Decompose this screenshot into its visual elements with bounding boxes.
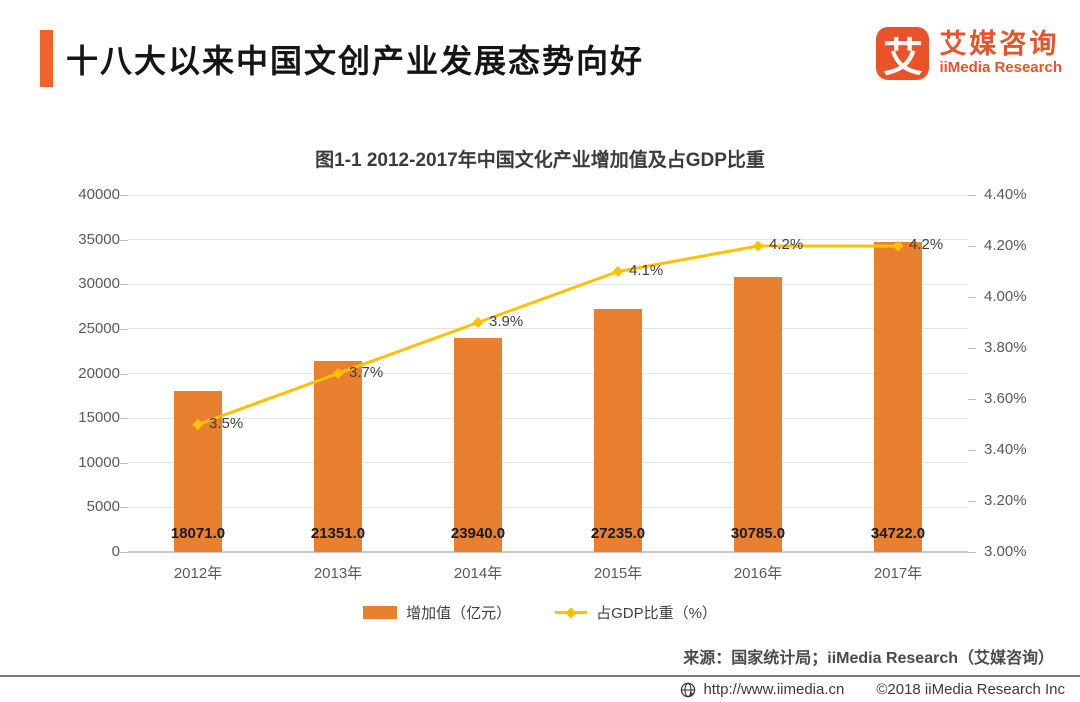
bar-value-label: 21351.0 xyxy=(310,525,366,542)
y-axis-tick xyxy=(120,462,128,464)
line-data-label: 3.7% xyxy=(349,363,384,381)
line-swatch-diamond-marker xyxy=(565,606,577,619)
line-diamond-marker xyxy=(332,368,344,379)
y-axis-tick-label: 25000 xyxy=(78,319,120,337)
y-axis-tick-label: 40000 xyxy=(78,186,120,203)
gridline xyxy=(128,283,968,285)
brand-logo-text: 艾媒咨询 iiMedia Research xyxy=(939,30,1062,76)
y2-axis-tick-label: 4.40% xyxy=(984,186,1027,203)
x-axis-line xyxy=(128,551,968,553)
y2-axis-tick xyxy=(968,297,976,298)
line-path xyxy=(197,244,898,426)
legend-item-line-series: 占GDP比重（%） xyxy=(555,602,717,623)
y-axis-tick-label: 10000 xyxy=(78,453,120,471)
y-axis-tick-label: 20000 xyxy=(78,364,120,382)
bar-series-swatch xyxy=(363,606,398,619)
bar-value-label: 18071.0 xyxy=(170,525,226,542)
line-diamond-marker xyxy=(752,240,764,252)
line-data-label: 4.2% xyxy=(769,236,804,253)
y-axis-tick xyxy=(120,507,128,509)
title-accent-bar xyxy=(40,30,53,87)
gridline xyxy=(128,373,968,374)
y2-axis-tick-label: 3.80% xyxy=(984,339,1027,356)
y-axis-tick xyxy=(120,284,128,286)
y-axis-tick-label: 0 xyxy=(111,543,120,560)
chart-legend: 增加值（亿元） 占GDP比重（%） xyxy=(0,602,1080,623)
y2-axis-tick-label: 3.20% xyxy=(984,492,1027,509)
y2-axis-tick xyxy=(968,246,976,247)
legend-label: 增加值（亿元） xyxy=(406,605,512,622)
gridline xyxy=(128,328,968,330)
y2-axis-tick-label: 3.40% xyxy=(984,441,1027,458)
data-source-note: 来源：国家统计局；iiMedia Research（艾媒咨询） xyxy=(683,650,1054,667)
gridline xyxy=(128,462,968,464)
x-axis-label: 2017年 xyxy=(873,565,923,582)
bar xyxy=(454,338,502,552)
bar xyxy=(734,277,782,552)
bar xyxy=(314,361,362,552)
y2-axis-tick xyxy=(968,552,976,553)
y-axis-tick xyxy=(120,373,128,375)
line-diamond-marker xyxy=(892,240,904,252)
page-title: 十八大以来中国文创产业发展态势向好 xyxy=(66,43,645,79)
x-axis-label: 2015年 xyxy=(593,565,643,582)
y-axis-tick-label: 30000 xyxy=(78,275,120,293)
line-data-label: 4.1% xyxy=(629,261,664,279)
x-axis-label: 2012年 xyxy=(173,565,223,582)
brand-name-cn: 艾媒咨询 xyxy=(939,29,1060,60)
y-axis-tick xyxy=(120,195,128,196)
gridline xyxy=(128,417,968,419)
y-axis-tick-label: 35000 xyxy=(78,230,120,248)
page-footer: http://www.iimedia.cn ©2018 iiMedia Rese… xyxy=(0,675,1080,702)
legend-item-bar-series: 增加值（亿元） xyxy=(363,602,511,623)
gridline xyxy=(128,239,968,241)
globe-icon xyxy=(681,682,696,697)
bar-value-label: 27235.0 xyxy=(590,525,646,542)
gdp-share-line xyxy=(192,240,904,430)
x-axis-label: 2013年 xyxy=(313,565,363,582)
brand-name-en: iiMedia Research xyxy=(939,59,1062,77)
x-axis-label: 2016年 xyxy=(733,565,783,582)
brand-logo: 艾 艾媒咨询 iiMedia Research xyxy=(876,27,1062,80)
line-swatch-segment xyxy=(555,611,571,614)
y2-axis-tick-label: 4.20% xyxy=(984,237,1027,254)
y2-axis-tick xyxy=(968,195,976,196)
gridline xyxy=(128,506,968,508)
y-axis-tick xyxy=(120,328,128,330)
footer-copyright: ©2018 iiMedia Research Inc xyxy=(876,681,1065,698)
y2-axis-tick xyxy=(968,501,976,502)
bar xyxy=(594,308,642,552)
y2-axis-tick xyxy=(968,450,976,451)
bar-value-label: 23940.0 xyxy=(450,525,506,542)
y-axis-tick-label: 5000 xyxy=(86,498,120,516)
y-axis-tick-label: 15000 xyxy=(78,409,120,427)
footer-url: http://www.iimedia.cn xyxy=(703,681,845,698)
y2-axis-tick xyxy=(968,399,976,400)
line-swatch-segment xyxy=(572,611,588,614)
y2-axis-tick-label: 3.00% xyxy=(984,543,1027,560)
line-data-label: 3.9% xyxy=(489,312,524,330)
line-data-label: 3.5% xyxy=(209,414,244,432)
y-axis-tick xyxy=(120,552,128,553)
bar xyxy=(874,242,922,552)
y2-axis-tick-label: 3.60% xyxy=(984,390,1027,407)
line-diamond-marker xyxy=(472,317,484,328)
line-diamond-marker xyxy=(192,419,204,430)
line-data-label: 4.2% xyxy=(909,236,944,253)
x-axis-label: 2014年 xyxy=(453,565,503,582)
gridline xyxy=(128,194,968,196)
legend-label: 占GDP比重（%） xyxy=(596,605,717,622)
bar-value-label: 30785.0 xyxy=(730,525,786,542)
line-series-swatch xyxy=(555,606,588,619)
y-axis-tick xyxy=(120,239,128,241)
line-diamond-marker xyxy=(612,266,624,277)
y-axis-tick xyxy=(120,418,128,420)
brand-logo-icon: 艾 xyxy=(876,27,930,80)
chart-title: 图1-1 2012-2017年中国文化产业增加值及占GDP比重 xyxy=(315,150,765,171)
y2-axis-tick xyxy=(968,348,976,349)
bar-value-label: 34722.0 xyxy=(870,525,926,542)
y2-axis-tick-label: 4.00% xyxy=(984,288,1027,305)
